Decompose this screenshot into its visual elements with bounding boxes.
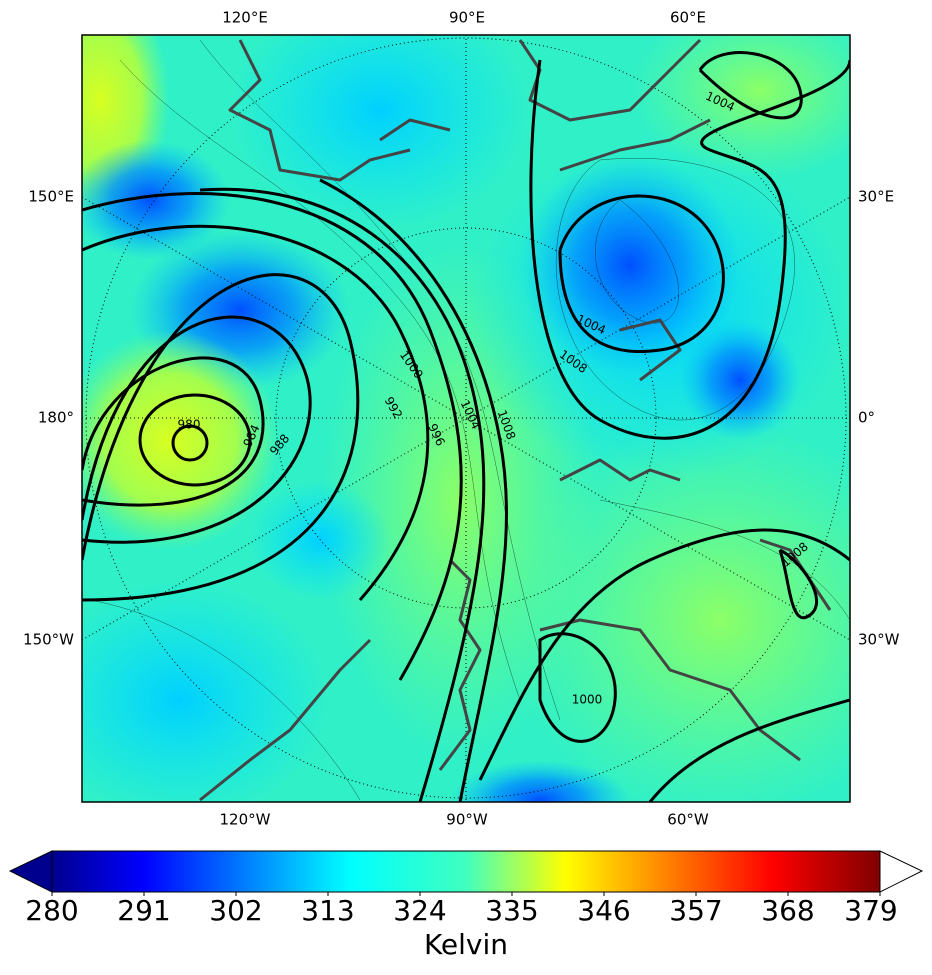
longitude-label: 150°W: [23, 631, 74, 649]
contour-label: 980: [178, 418, 201, 432]
colorbar-tick-label: 368: [761, 894, 814, 927]
colorbar-tick-label: 357: [669, 894, 722, 927]
contour-label: 1000: [572, 693, 603, 707]
longitude-label: 90°W: [446, 811, 488, 829]
colorbar-min-extend: [8, 850, 53, 893]
longitude-label: 120°E: [222, 9, 268, 27]
longitude-label: 60°W: [667, 811, 709, 829]
map: [82, 35, 850, 802]
colorbar-tick-label: 335: [485, 894, 538, 927]
map-frame: [81, 34, 851, 803]
longitude-label: 30°E: [858, 188, 894, 206]
colorbar-ticks: 280 291 302 313 324 335 346 357 368 379: [25, 892, 898, 927]
colorbar-max-extend: [879, 850, 924, 893]
longitude-label: 0°: [858, 409, 875, 427]
colorbar-tick-label: 313: [301, 894, 354, 927]
colorbar-tick-label: 280: [25, 894, 78, 927]
colorbar-label: Kelvin: [424, 928, 508, 961]
colorbar-tick-label: 302: [209, 894, 262, 927]
longitude-label: 90°E: [449, 9, 485, 27]
colorbar: [51, 850, 881, 893]
longitude-labels: 120°E 90°E 60°E 120°W 90°W 60°W 150°E 180° 150°W…: [23, 9, 900, 829]
longitude-label: 60°E: [670, 9, 706, 27]
longitude-label: 120°W: [220, 811, 271, 829]
longitude-label: 30°W: [858, 631, 900, 649]
colorbar-tick-label: 291: [117, 894, 170, 927]
longitude-label: 150°E: [28, 188, 74, 206]
colorbar-tick-label: 379: [844, 894, 897, 927]
colorbar-tick-label: 324: [393, 894, 446, 927]
longitude-label: 180°: [38, 409, 74, 427]
colorbar-tick-label: 346: [577, 894, 630, 927]
